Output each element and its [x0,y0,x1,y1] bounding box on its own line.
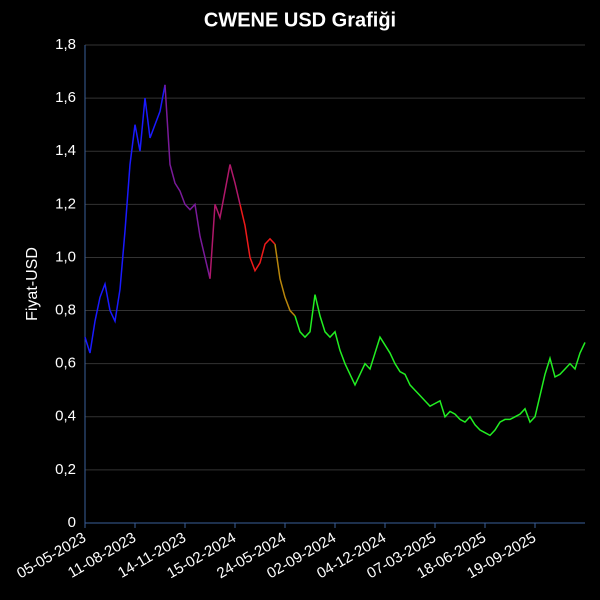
y-tick-label: 0,6 [55,355,76,372]
y-tick-label: 1,4 [55,142,76,159]
y-tick-label: 1,8 [55,36,76,53]
price-line [274,244,296,317]
y-tick-label: 0,2 [55,461,76,478]
chart-title: CWENE USD Grafiği [204,9,396,31]
y-tick-label: 0,8 [55,302,76,319]
y-tick-label: 1,6 [55,89,76,106]
price-line [164,84,211,279]
y-axis-label: Fiyat-USD [24,247,41,321]
y-tick-label: 0 [68,514,76,531]
price-line [294,294,586,437]
y-tick-label: 0,4 [55,408,76,425]
price-line [239,204,276,273]
price-line [209,164,241,279]
y-tick-label: 1,0 [55,248,76,265]
price-line [84,84,166,354]
y-tick-label: 1,2 [55,195,76,212]
